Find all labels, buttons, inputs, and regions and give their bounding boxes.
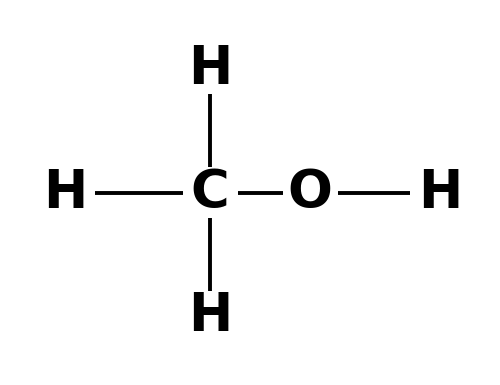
Text: H: H: [188, 290, 232, 342]
Text: C: C: [190, 166, 230, 219]
Text: H: H: [43, 166, 87, 219]
Text: O: O: [288, 166, 333, 219]
Text: H: H: [418, 166, 462, 219]
Text: H: H: [188, 43, 232, 95]
